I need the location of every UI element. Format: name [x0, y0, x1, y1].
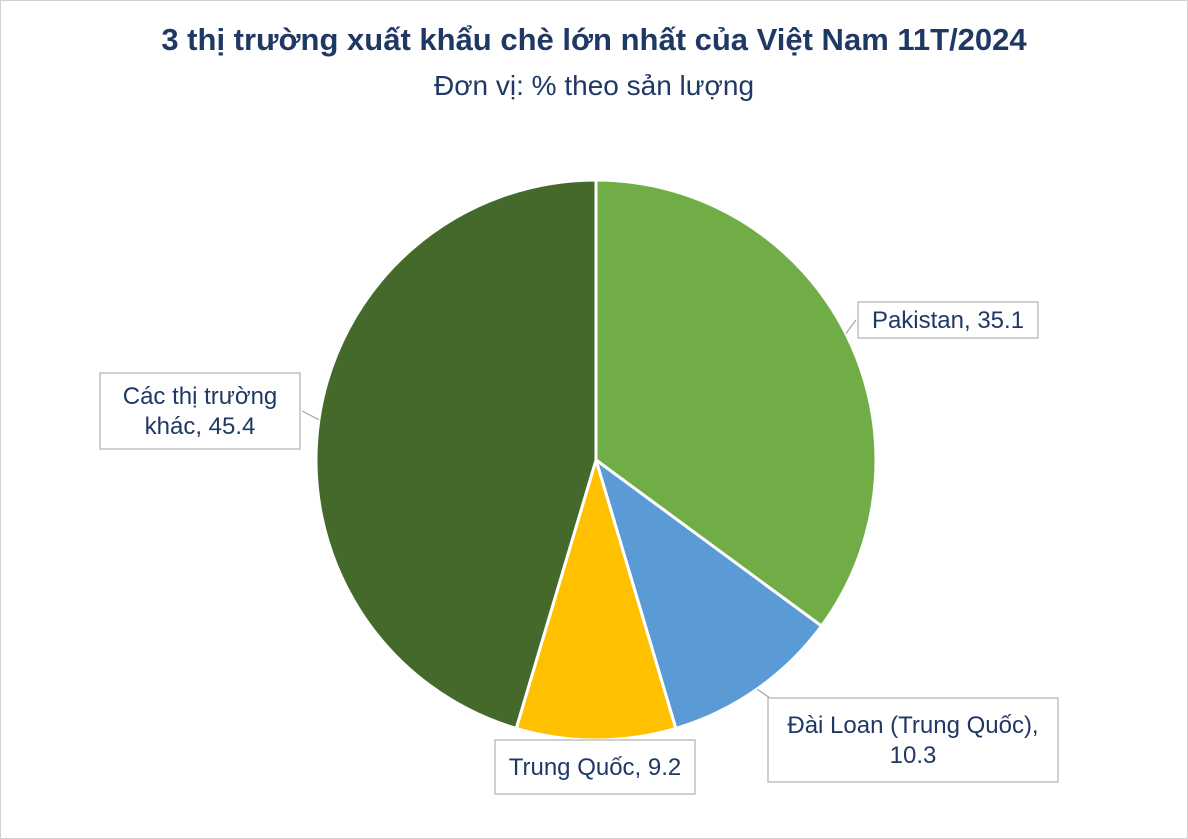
chart-subtitle: Đơn vị: % theo sản lượng [433, 70, 755, 101]
chart-title: 3 thị trường xuất khẩu chè lớn nhất của … [161, 22, 1027, 57]
data-label-box-pakistan [857, 301, 1039, 339]
pie-slice-pakistan [594, 178, 878, 628]
data-label-cac-thi-truong-khac-line-2: khác, 45.4 [145, 413, 256, 440]
pie-slices [314, 178, 878, 742]
leader-line-pakistan [845, 319, 857, 335]
leader-line-dai-loan-trung-quoc [756, 688, 771, 699]
data-label-trung-quoc: Trung Quốc, 9.2 [509, 754, 682, 781]
data-label-box-trung-quoc [494, 739, 696, 795]
pie-callouts: Pakistan, 35.1 Đài Loan (Trung Quốc), 10.3… [99, 301, 1059, 795]
data-label-cac-thi-truong-khac-line-1: Các thị trường [123, 383, 278, 410]
pie-slice-dai-loan-trung-quoc [594, 458, 823, 730]
data-label-dai-loan-trung-quoc-line-1: Đài Loan (Trung Quốc), [787, 712, 1038, 739]
pie-slice-cac-thi-truong-khac [314, 178, 598, 730]
data-label-box-cac-thi-truong-khac [99, 372, 301, 450]
data-label-box-dai-loan-trung-quoc [767, 697, 1059, 783]
data-label-pakistan: Pakistan, 35.1 [872, 307, 1024, 334]
leader-line-cac-thi-truong-khac [301, 410, 320, 421]
data-label-dai-loan-trung-quoc-line-2: 10.3 [890, 742, 937, 769]
